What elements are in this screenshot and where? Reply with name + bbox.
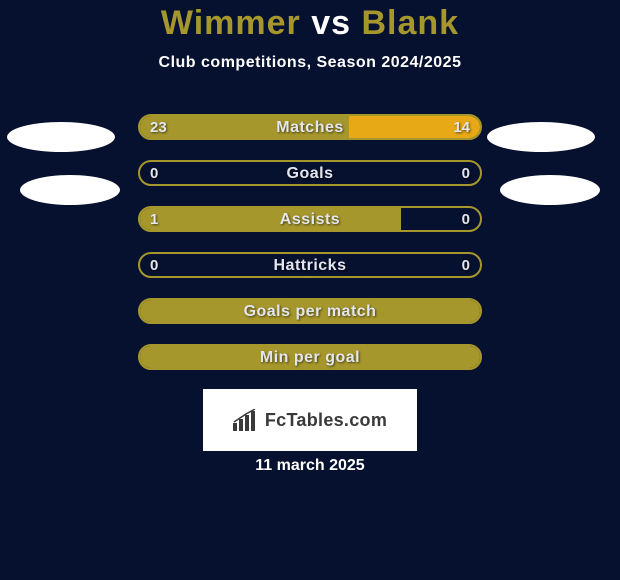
bar-chart-icon [233, 409, 261, 431]
stat-row: Goals00 [0, 160, 620, 186]
player1-name: Wimmer [161, 4, 301, 42]
stat-bar-track [138, 160, 482, 186]
stat-rows: Matches2314 Goals00 Assists10 Hattricks00 Go… [0, 114, 620, 370]
stat-bar-right [349, 116, 480, 138]
title: Wimmer vs Blank [0, 0, 620, 42]
stat-bar-track [138, 298, 482, 324]
stat-bar-track [138, 206, 482, 232]
stat-bar-fill [140, 346, 480, 368]
logo: FcTables.com [203, 389, 417, 451]
stat-row: Hattricks00 [0, 252, 620, 278]
stat-bar-track [138, 252, 482, 278]
stat-row: Assists10 [0, 206, 620, 232]
stat-row: Matches2314 [0, 114, 620, 140]
stat-bar-fill [140, 300, 480, 322]
stat-bar-left [140, 208, 401, 230]
logo-text: FcTables.com [265, 410, 387, 431]
stat-bar-track [138, 344, 482, 370]
comparison-card: Wimmer vs Blank Club competitions, Seaso… [0, 0, 620, 580]
stat-row: Goals per match [0, 298, 620, 324]
vs-label: vs [311, 4, 351, 42]
stat-bar-track [138, 114, 482, 140]
subtitle: Club competitions, Season 2024/2025 [0, 54, 620, 72]
stat-row: Min per goal [0, 344, 620, 370]
date: 11 march 2025 [0, 457, 620, 475]
stat-bar-left [140, 116, 353, 138]
player2-name: Blank [361, 4, 459, 42]
